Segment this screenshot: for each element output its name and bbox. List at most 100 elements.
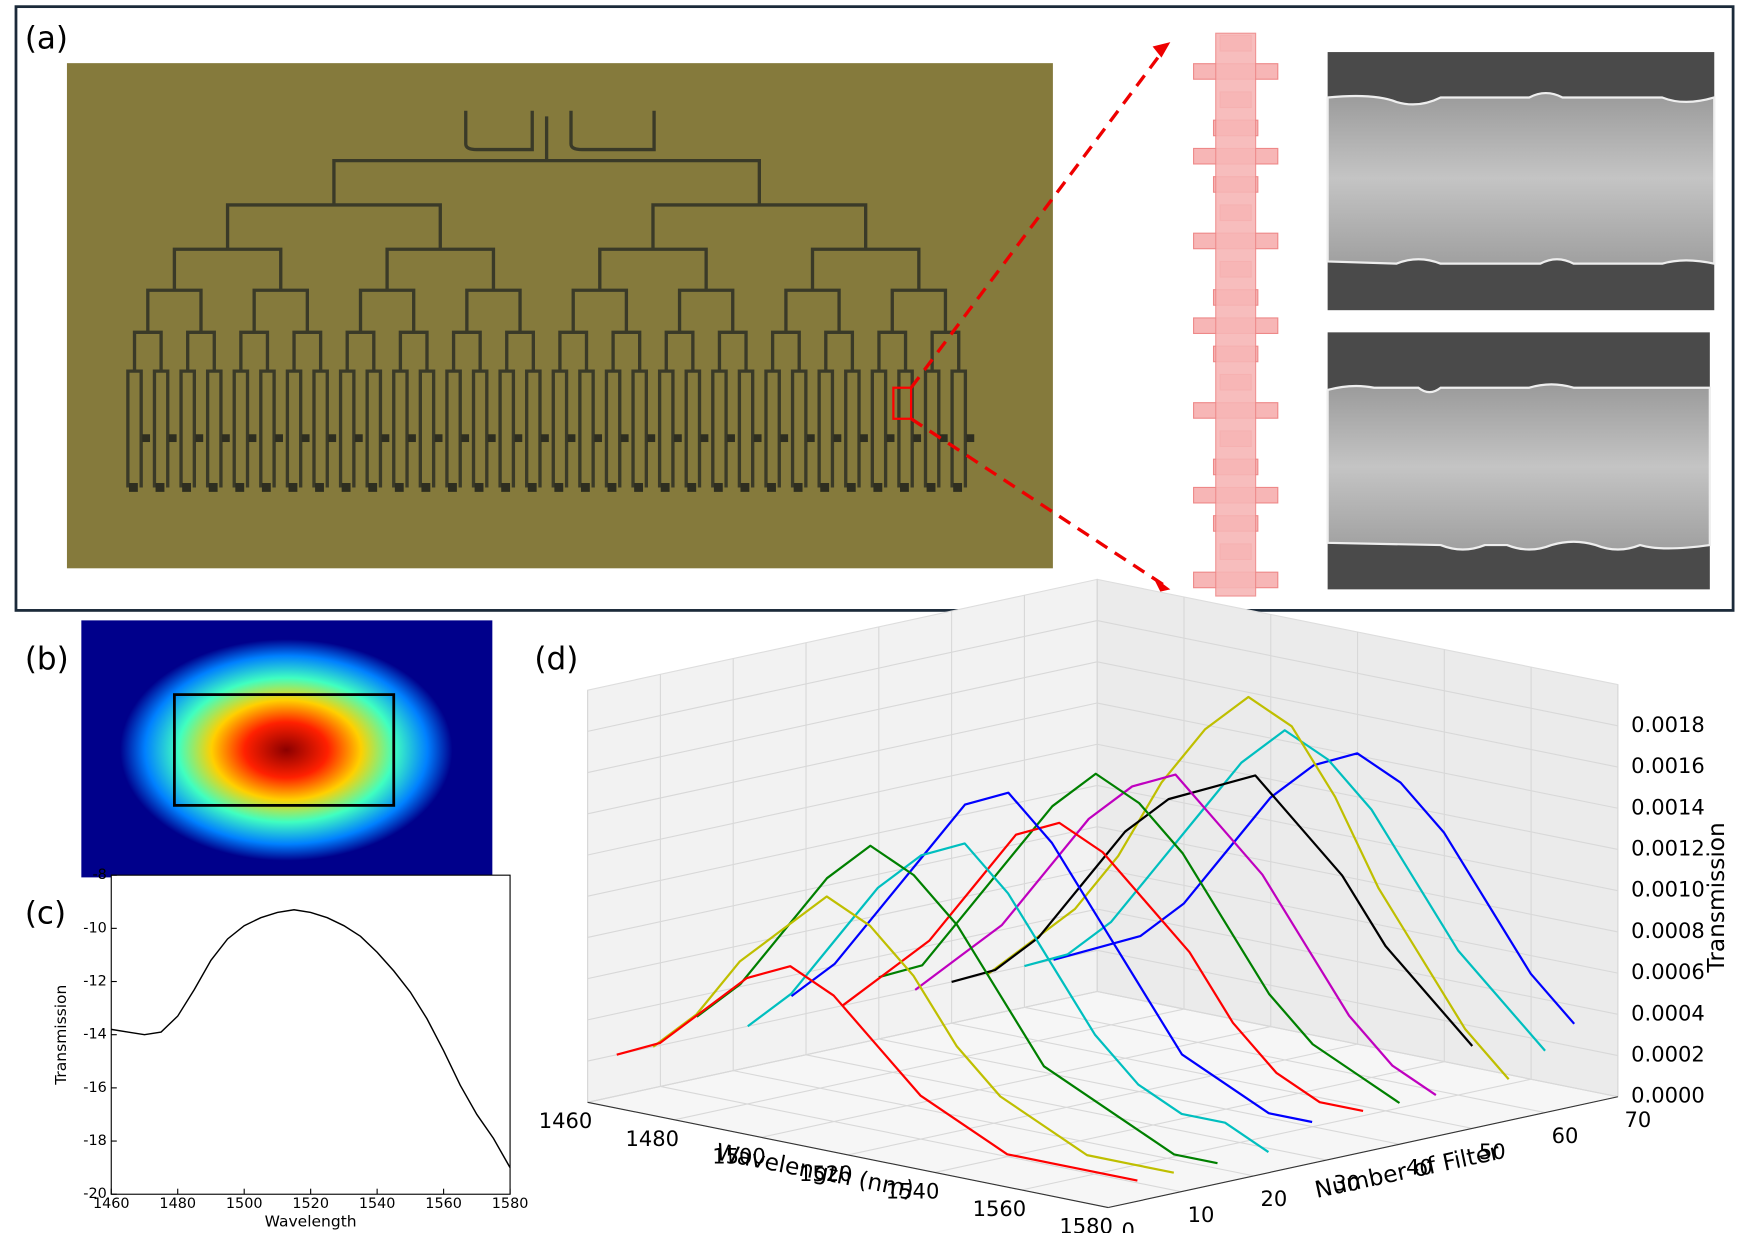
waveguide xyxy=(631,369,648,488)
waveguide xyxy=(604,369,622,488)
grid-line xyxy=(1097,949,1618,1057)
z-tick-label: 0.0014 xyxy=(1631,794,1705,819)
pad xyxy=(541,434,549,443)
data-line xyxy=(616,965,1138,1182)
grid-line xyxy=(587,826,1098,938)
pad xyxy=(222,434,230,443)
waveguide xyxy=(651,203,868,250)
x-tick-label: 1520 xyxy=(292,1196,329,1212)
waveguide xyxy=(338,369,356,488)
grid-line xyxy=(1021,1078,1532,1191)
chip-photo xyxy=(66,63,1053,569)
pad xyxy=(926,483,936,492)
pad xyxy=(567,434,576,443)
waveguide xyxy=(737,369,755,488)
pad xyxy=(674,434,682,443)
waveguide xyxy=(784,288,841,333)
grid-line xyxy=(587,867,1098,980)
waveguide xyxy=(717,330,748,372)
waveguide xyxy=(558,330,589,372)
waveguide xyxy=(398,330,429,372)
data-line xyxy=(914,773,1437,1097)
pad xyxy=(155,483,165,492)
pad xyxy=(620,434,629,443)
grid-line xyxy=(587,784,1098,897)
axis-line xyxy=(1108,1096,1619,1209)
y-tick-label: 70 xyxy=(1624,1107,1651,1132)
z-tick-label: 0.0018 xyxy=(1631,712,1705,737)
grid-line xyxy=(1024,1006,1546,1114)
zoom-arrow xyxy=(909,48,1166,389)
x-tick-label: 1480 xyxy=(625,1126,679,1151)
pad xyxy=(966,434,975,443)
pad xyxy=(514,434,523,443)
waveguide xyxy=(345,330,376,372)
grid-line xyxy=(761,1026,1271,1138)
waveguide xyxy=(877,330,908,372)
grid-line xyxy=(805,1054,1327,1161)
pad xyxy=(195,434,204,443)
chart-c: 1460 1480 1500 1520 1540 1560 1580 -8 -10 -12 -14 -… xyxy=(52,867,528,1230)
y-tick-label: -20 xyxy=(83,1186,107,1202)
y-tick-label: 40 xyxy=(1406,1155,1433,1180)
y-axis-label: Transmission xyxy=(52,985,70,1086)
grid-line xyxy=(1097,990,1618,1098)
waveguide xyxy=(445,369,462,488)
pad xyxy=(301,434,310,443)
y-tick-label: 20 xyxy=(1260,1186,1287,1211)
data-line xyxy=(696,844,1218,1165)
y-tick-label: 10 xyxy=(1188,1202,1215,1227)
waveguide xyxy=(252,288,309,333)
y-tick-label: -14 xyxy=(83,1027,107,1043)
z-tick-label: 0.0004 xyxy=(1631,1000,1705,1025)
grating-layout xyxy=(1193,32,1279,597)
pad xyxy=(767,483,776,492)
x-tick-label: 1580 xyxy=(1059,1213,1113,1233)
z-tick-label: 0.0000 xyxy=(1631,1083,1705,1108)
waveguide xyxy=(292,330,323,372)
pad xyxy=(421,483,431,492)
grid-line xyxy=(660,1085,1182,1193)
pad xyxy=(900,483,909,492)
pad xyxy=(860,434,868,443)
waveguide xyxy=(385,247,496,291)
pad xyxy=(753,434,762,443)
waveguide xyxy=(844,369,861,488)
pad xyxy=(607,483,617,492)
grid-line xyxy=(1097,702,1618,809)
waveguide xyxy=(764,369,781,488)
y-tick-label: -18 xyxy=(83,1133,107,1149)
panel-label: (a) xyxy=(25,20,68,56)
pad xyxy=(501,483,511,492)
waveguide xyxy=(285,369,303,488)
waveguide xyxy=(179,369,197,488)
waveguide xyxy=(146,288,203,333)
waveguide xyxy=(711,369,728,488)
pad xyxy=(780,434,789,443)
waveguide xyxy=(418,369,436,488)
data-line xyxy=(987,695,1510,1080)
data-line xyxy=(1053,752,1576,1025)
z-tick-label: 0.0010 xyxy=(1631,877,1705,902)
arrow-head xyxy=(1152,42,1171,58)
panel-frame xyxy=(14,5,1735,612)
waveguide xyxy=(205,369,223,488)
x-tick-label: 1500 xyxy=(226,1196,263,1212)
waveguide xyxy=(923,369,941,488)
waveguide xyxy=(152,369,170,488)
waveguide xyxy=(525,369,542,488)
waveguide xyxy=(239,330,270,372)
pad xyxy=(953,483,963,492)
pad xyxy=(713,483,723,492)
pad xyxy=(873,483,883,492)
sem-waveguide xyxy=(1326,383,1711,551)
waveguide xyxy=(498,369,516,488)
panel-label: (b) xyxy=(25,641,69,677)
waveguide xyxy=(571,288,629,333)
pad xyxy=(740,483,750,492)
grid-line xyxy=(587,908,1098,1021)
pad xyxy=(527,483,537,492)
pad xyxy=(647,434,656,443)
